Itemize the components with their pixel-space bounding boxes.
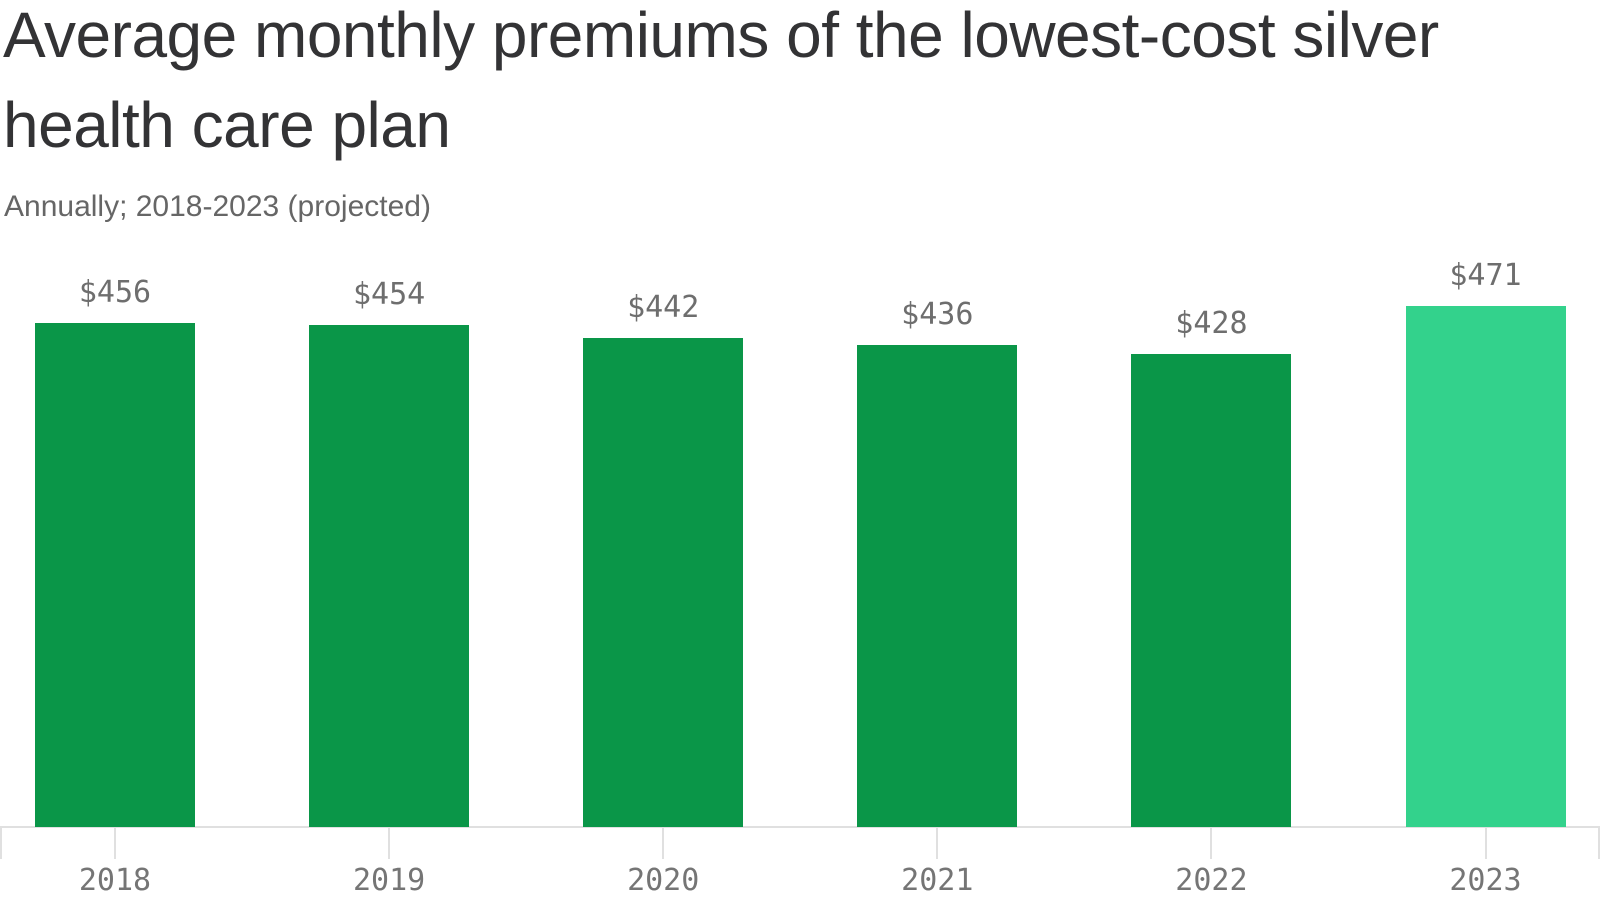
bar-2022 xyxy=(1131,354,1292,827)
x-axis-tick-2018 xyxy=(114,827,116,859)
bar-2023 xyxy=(1405,306,1566,827)
bar-2019 xyxy=(309,325,470,827)
bar-2018 xyxy=(35,323,195,827)
x-axis-tick-2022 xyxy=(1210,827,1213,859)
x-tick-label-2023: 2023 xyxy=(1449,863,1522,898)
bar-2021 xyxy=(857,345,1018,827)
bar-value-label-2023: $471 xyxy=(1449,258,1522,293)
x-axis-outer-tick-right xyxy=(1598,827,1600,859)
x-axis-outer-tick-left xyxy=(0,827,2,859)
chart-title: Average monthly premiums of the lowest-c… xyxy=(3,0,1439,170)
x-tick-label-2021: 2021 xyxy=(901,863,974,898)
x-axis-tick-2023 xyxy=(1484,827,1487,859)
bar-value-label-2021: $436 xyxy=(901,297,974,332)
x-axis-tick-2019 xyxy=(388,827,391,859)
x-axis-tick-2020 xyxy=(662,827,665,859)
x-tick-label-2020: 2020 xyxy=(627,863,700,898)
chart-title-line-1: Average monthly premiums of the lowest-c… xyxy=(3,0,1439,71)
x-axis-tick-2021 xyxy=(936,827,939,859)
bar-value-label-2022: $428 xyxy=(1175,306,1248,341)
bar-value-label-2018: $456 xyxy=(78,275,152,310)
chart-subtitle: Annually; 2018-2023 (projected) xyxy=(4,190,431,223)
x-tick-label-2019: 2019 xyxy=(352,863,426,898)
bar-2020 xyxy=(583,338,744,827)
bar-value-label-2019: $454 xyxy=(352,277,426,312)
x-tick-label-2018: 2018 xyxy=(78,863,152,898)
x-tick-label-2022: 2022 xyxy=(1175,863,1248,898)
x-axis-line xyxy=(0,826,1600,828)
chart-title-line-2: health care plan xyxy=(3,89,451,161)
bar-value-label-2020: $442 xyxy=(627,290,700,325)
